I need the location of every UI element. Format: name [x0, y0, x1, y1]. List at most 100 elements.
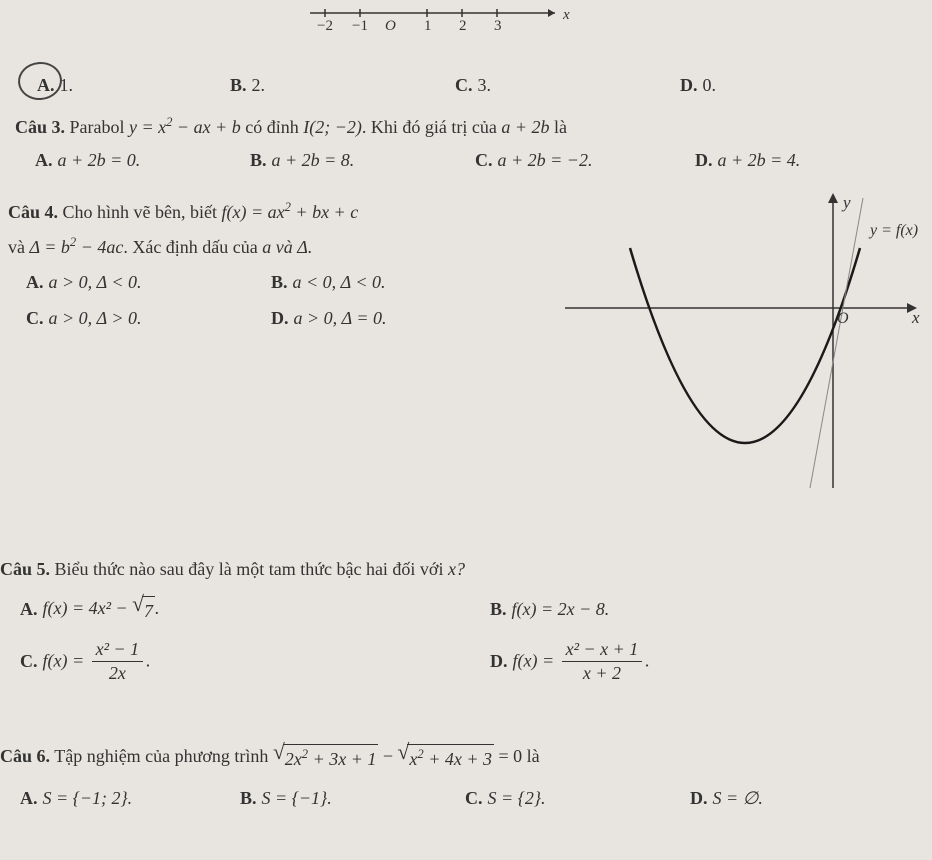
question-3: Câu 3. Parabol y = x2 − ax + b có đỉnh I…	[15, 113, 915, 175]
opt-text: a + 2b = 4.	[718, 146, 801, 175]
tick-neg1: −1	[352, 18, 368, 34]
q4-text1: Cho hình vẽ bên, biết	[63, 202, 222, 222]
x-label: x	[911, 308, 920, 327]
opt-text: S = {−1}.	[262, 784, 332, 813]
opt-letter: C.	[455, 75, 473, 96]
opt-letter: A.	[20, 784, 38, 813]
question-4: Câu 4. Cho hình vẽ bên, biết f(x) = ax2 …	[8, 198, 568, 341]
option-c: C. 3.	[455, 75, 680, 96]
q3-prompt: Câu 3. Parabol y = x2 − ax + b có đỉnh I…	[15, 113, 915, 142]
opt-value: 3.	[478, 75, 492, 96]
opt-letter: A.	[37, 75, 55, 96]
opt-letter: C.	[465, 784, 483, 813]
q3-option-d: D. a + 2b = 4.	[695, 146, 800, 175]
opt-letter: A.	[26, 268, 44, 297]
q6-options: A. S = {−1; 2}. B. S = {−1}. C. S = {2}.…	[0, 784, 920, 813]
q3-option-a: A. a + 2b = 0.	[35, 146, 250, 175]
opt-letter: C.	[475, 146, 493, 175]
option-d: D. 0.	[680, 75, 716, 96]
q5-label: Câu 5.	[0, 559, 50, 579]
opt-letter: B.	[250, 146, 267, 175]
opt-post: .	[146, 650, 151, 670]
origin-label: O	[837, 310, 849, 327]
q3-text-end: là	[549, 117, 567, 137]
tick-origin: O	[385, 18, 396, 34]
q5-var: x?	[448, 559, 465, 579]
opt-text: a < 0, Δ < 0.	[293, 268, 386, 297]
opt-pre: f(x) =	[43, 650, 89, 670]
q5-option-c: C. f(x) = x² − 12x.	[20, 640, 465, 685]
q3-vertex: I(2; −2)	[303, 117, 362, 137]
q3-equation: y = x2 − ax + b	[129, 117, 241, 137]
q4-option-b: B. a < 0, Δ < 0.	[271, 268, 386, 297]
q4-text3: . Xác định dấu của	[123, 237, 262, 257]
q6-option-b: B. S = {−1}.	[240, 784, 465, 813]
q4-opt-row2: C. a > 0, Δ > 0. D. a > 0, Δ = 0.	[26, 304, 568, 333]
q5-options: A. f(x) = 4x² − √7. B. f(x) = 2x − 8. C.…	[0, 594, 910, 684]
opt-text: a > 0, Δ < 0.	[49, 268, 142, 297]
opt-letter: B.	[240, 784, 257, 813]
sqrt1: 2x2 + 3x + 1	[283, 744, 379, 774]
opt-post: .	[645, 650, 650, 670]
q5-option-d: D. f(x) = x² − x + 1x + 2.	[465, 640, 910, 685]
q6-option-d: D. S = ∅.	[690, 784, 763, 813]
q3-label: Câu 3.	[15, 117, 65, 137]
q4-option-d: D. a > 0, Δ = 0.	[271, 304, 387, 333]
q5-text: Biểu thức nào sau đây là một tam thức bậ…	[55, 559, 448, 579]
sqrt-content: 7	[142, 596, 155, 626]
opt-text: S = ∅.	[713, 784, 763, 813]
q3-text-after: . Khi đó giá trị của	[362, 117, 501, 137]
frac-num: x² − x + 1	[562, 640, 643, 663]
q6-option-c: C. S = {2}.	[465, 784, 690, 813]
axis-svg: −2 −1 O 1 2 3 x	[305, 5, 595, 35]
q4-eq2: Δ = b2 − 4ac	[30, 237, 124, 257]
top-axis-fragment: −2 −1 O 1 2 3 x	[305, 5, 595, 35]
frac-den: x + 2	[562, 662, 643, 684]
opt-text: a + 2b = −2.	[498, 146, 593, 175]
q4-text2: và	[8, 237, 30, 257]
opt-letter: D.	[695, 146, 713, 175]
q3-text-mid: có đỉnh	[241, 117, 304, 137]
sqrt2: x2 + 4x + 3	[407, 744, 494, 774]
q4-option-c: C. a > 0, Δ > 0.	[26, 304, 271, 333]
q4-graph: y x O y = f(x)	[565, 188, 925, 498]
opt-letter: A.	[20, 595, 38, 624]
q4-vars: a và Δ.	[262, 237, 312, 257]
q3-text-before: Parabol	[70, 117, 129, 137]
opt-letter: D.	[680, 75, 698, 96]
opt-letter: D.	[690, 784, 708, 813]
option-b: B. 2.	[230, 75, 455, 96]
opt-letter: A.	[35, 146, 53, 175]
opt-letter: B.	[271, 268, 288, 297]
q5-option-b: B. f(x) = 2x − 8.	[465, 594, 910, 626]
q5-option-a: A. f(x) = 4x² − √7.	[20, 594, 465, 626]
question-5: Câu 5. Biểu thức nào sau đây là một tam …	[0, 555, 910, 684]
opt-letter: C.	[26, 304, 44, 333]
opt-value: 0.	[703, 75, 717, 96]
opt-text: S = {2}.	[488, 784, 546, 813]
tick-1: 1	[424, 18, 432, 34]
opt-text: f(x) = x² − x + 1x + 2.	[513, 640, 650, 685]
opt-text: a + 2b = 8.	[272, 146, 355, 175]
tick-2: 2	[459, 18, 467, 34]
opt-letter: B.	[490, 595, 507, 624]
q3-option-b: B. a + 2b = 8.	[250, 146, 475, 175]
q6-option-a: A. S = {−1; 2}.	[20, 784, 240, 813]
opt-value: 2.	[252, 75, 266, 96]
opt-pre: f(x) = 4x² −	[43, 598, 133, 618]
q6-text-after: = 0 là	[494, 746, 540, 766]
q6-label: Câu 6.	[0, 746, 50, 766]
opt-letter: C.	[20, 647, 38, 676]
opt-text: f(x) = 2x − 8.	[512, 595, 610, 624]
q4-option-a: A. a > 0, Δ < 0.	[26, 268, 271, 297]
opt-text: a > 0, Δ > 0.	[49, 304, 142, 333]
page-container: −2 −1 O 1 2 3 x A. 1. B. 2. C. 3. D. 0.	[0, 0, 932, 860]
q4-options: A. a > 0, Δ < 0. B. a < 0, Δ < 0. C. a >…	[8, 268, 568, 334]
x-axis-label: x	[562, 7, 570, 23]
question-6: Câu 6. Tập nghiệm của phương trình √2x2 …	[0, 742, 920, 813]
opt-text: f(x) = 4x² − √7.	[43, 594, 160, 626]
q4-opt-row1: A. a > 0, Δ < 0. B. a < 0, Δ < 0.	[26, 268, 568, 297]
option-a: A. 1.	[15, 75, 230, 96]
q6-minus: −	[378, 746, 397, 766]
q2-answer-row: A. 1. B. 2. C. 3. D. 0.	[15, 75, 915, 96]
